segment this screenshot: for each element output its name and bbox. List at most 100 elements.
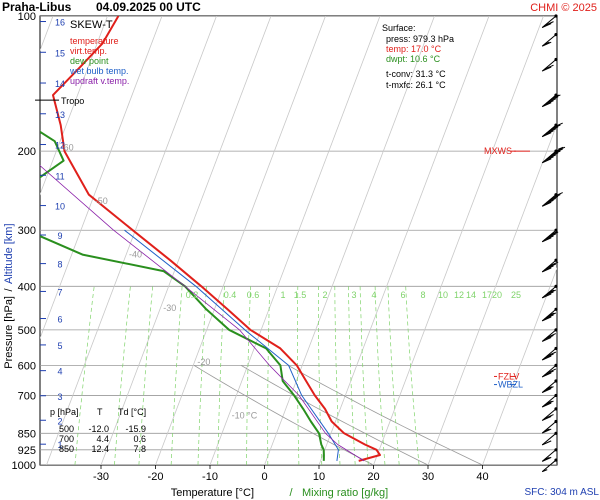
wind-barb-staff xyxy=(541,421,557,434)
mixing-ratio-line xyxy=(359,286,369,465)
wind-barb xyxy=(541,228,559,243)
wind-barb-dot xyxy=(554,407,558,411)
wind-barb-dot xyxy=(554,379,558,383)
wind-barb-feather xyxy=(542,336,552,342)
wind-barb xyxy=(541,419,558,434)
wind-barb-staff xyxy=(541,365,557,378)
wind-barb-feather xyxy=(542,102,552,108)
wind-barb xyxy=(541,57,558,72)
temperature-tick-label: 20 xyxy=(367,471,379,483)
isotherm-label: -10 °C xyxy=(232,410,258,420)
mixing-ratio-label: 1 xyxy=(280,290,285,300)
wind-barb-feather xyxy=(548,261,559,267)
altitude-tick-label: 2 xyxy=(57,416,62,426)
wind-barb xyxy=(541,146,566,164)
altitude-tick-label: 8 xyxy=(57,260,62,270)
wind-barb-staff xyxy=(541,408,557,421)
legend: SKEW-T temperature virt.temp. dew point … xyxy=(69,19,129,86)
altitude-tick-label: 1 xyxy=(57,440,62,450)
wind-barb xyxy=(541,346,558,361)
wind-barb-half-feather xyxy=(548,289,555,293)
isotherm-label: -50 xyxy=(95,196,108,206)
wind-barb-feather xyxy=(546,263,557,269)
table-cell: 4.4 xyxy=(96,434,109,444)
altitude-tick-label: 12 xyxy=(55,141,65,151)
wind-barb-staff xyxy=(541,229,557,243)
wind-barb-feather xyxy=(542,132,552,138)
wind-barb-feather xyxy=(542,316,552,322)
isotherm-line xyxy=(373,16,544,465)
isotherm-line xyxy=(264,16,435,465)
datetime-title: 04.09.2025 00 UTC xyxy=(96,0,201,14)
mixing-ratio-label: 25 xyxy=(511,290,521,300)
table-cell: 700 xyxy=(59,434,74,444)
legend-updraft: updraft v.temp. xyxy=(70,76,129,86)
temperature-tick-label: 30 xyxy=(422,471,434,483)
wind-barb-feather xyxy=(542,66,552,72)
table-cell: -15.9 xyxy=(125,424,146,434)
wind-barb-feather xyxy=(548,231,559,237)
wind-barb xyxy=(541,393,558,408)
wind-barb-feather xyxy=(542,372,552,378)
wind-barb xyxy=(541,379,558,394)
wind-barb-feather xyxy=(542,388,552,394)
mixing-ratio-label: 0.4 xyxy=(224,290,237,300)
y-axis-label-separator: / xyxy=(3,288,15,292)
wind-barb-feather xyxy=(544,130,554,136)
temperature-tick-label: -30 xyxy=(93,471,109,483)
series-line xyxy=(40,165,365,462)
pressure-tick-label: 100 xyxy=(18,11,36,23)
isotherm-label: -60 xyxy=(61,142,74,152)
surface-tmxfc: t-mxfc: 26.1 °C xyxy=(386,80,446,90)
legend-title: SKEW-T xyxy=(70,19,113,31)
wind-barb-half-feather xyxy=(546,400,552,404)
wind-barb-feather xyxy=(546,154,557,160)
isotherm-label: -80 °C xyxy=(0,35,18,45)
dry-adiabat-line xyxy=(288,365,483,465)
wind-barb-half-feather xyxy=(544,456,550,460)
wind-barb xyxy=(541,192,563,207)
wind-barb-feather xyxy=(544,235,554,241)
wind-barb-dot xyxy=(554,258,558,262)
wind-barb-feather xyxy=(544,100,554,106)
level-marker-label: MXWS xyxy=(484,146,512,156)
wind-barb-feather xyxy=(544,265,554,271)
wind-barb-feather xyxy=(542,23,552,29)
wind-barb-dot xyxy=(554,14,558,18)
wind-barb-feather xyxy=(546,333,557,339)
wind-barb-staff xyxy=(541,59,557,72)
wind-barb-dot xyxy=(554,228,558,232)
wind-barb-feather xyxy=(548,196,559,201)
altitude-tick-label: 15 xyxy=(55,48,65,58)
isotherm-labels: -80 °C -70 -60 -50 -40 -30 -20 -10 °C xyxy=(0,35,258,420)
isotherm-line xyxy=(40,16,108,196)
series-line xyxy=(40,130,325,461)
wind-barb-staff xyxy=(541,329,557,342)
wind-barb-half-feather xyxy=(553,94,559,98)
table-cell: 12.4 xyxy=(91,444,109,454)
wind-barb-half-feather xyxy=(548,312,555,316)
table-cell: -12.0 xyxy=(88,424,109,434)
mixing-ratio-lines xyxy=(74,286,420,465)
wind-barb xyxy=(541,284,558,299)
legend-temperature: temperature xyxy=(70,36,119,46)
surface-tconv: t-conv: 31.3 °C xyxy=(386,69,446,79)
isotherm-line xyxy=(209,16,381,465)
surface-temp: temp: 17.0 °C xyxy=(386,44,442,54)
wind-barb-feather xyxy=(551,124,561,130)
wind-barb-dot xyxy=(554,32,558,37)
mixing-ratio-line xyxy=(334,286,341,465)
wind-barb-feather xyxy=(546,98,557,104)
wind-barb-feather xyxy=(551,94,561,100)
pressure-tick-label: 1000 xyxy=(12,460,36,472)
wind-barb-dot xyxy=(554,448,558,452)
mixing-ratio-line xyxy=(318,286,323,465)
mixing-ratio-label: 10 xyxy=(438,290,448,300)
mixing-ratio-labels: 0.2 0.4 0.6 1 1.5 2 3 4 6 8 10 12 14 17 20 25 xyxy=(186,290,521,300)
mixing-ratio-line xyxy=(348,286,356,465)
wind-barb-dot xyxy=(554,328,558,332)
wind-barb-half-feather xyxy=(558,146,564,150)
table-cell: 500 xyxy=(59,424,74,434)
